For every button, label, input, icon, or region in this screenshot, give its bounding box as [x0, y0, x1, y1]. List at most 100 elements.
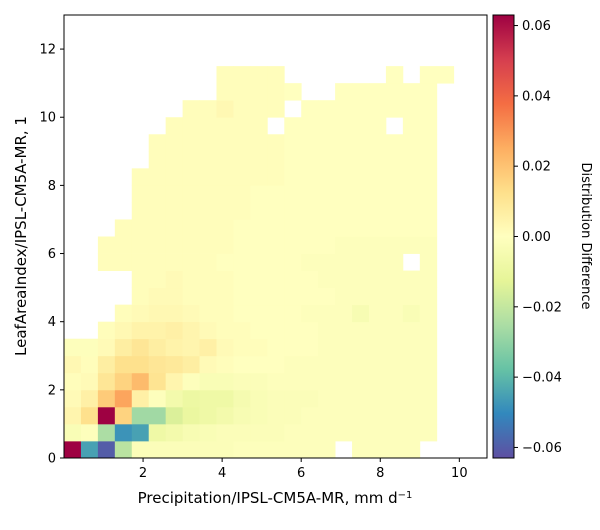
y-axis-label: LeafAreaIndex/IPSL-CM5A-MR, 1	[12, 116, 30, 356]
heatmap-cell	[385, 406, 404, 425]
heatmap-cell	[402, 406, 421, 425]
heatmap-cell	[182, 372, 200, 391]
heatmap-cell	[165, 355, 183, 374]
heatmap-cell	[368, 185, 387, 203]
heatmap-cell	[250, 83, 268, 101]
heatmap-cell	[199, 168, 217, 186]
heatmap-cell	[419, 321, 438, 340]
heatmap-cells	[64, 66, 455, 459]
heatmap-cell	[199, 355, 217, 374]
heatmap-cell	[250, 219, 268, 237]
colorbar: −0.06 −0.04 −0.02 0.00 0.02 0.04 0.06 Distribu…	[492, 14, 593, 459]
heatmap-cell	[301, 304, 319, 323]
heatmap-cell	[318, 355, 336, 374]
heatmap-cell	[165, 389, 183, 408]
heatmap-cell	[385, 355, 404, 374]
heatmap-cell	[301, 406, 319, 425]
heatmap-cell	[233, 117, 251, 135]
heatmap-cell	[114, 372, 133, 391]
heatmap-cell	[216, 287, 234, 306]
heatmap-cell	[216, 66, 234, 84]
heatmap-cell	[148, 423, 167, 442]
heatmap-cell	[318, 440, 336, 459]
heatmap-cell	[199, 423, 217, 442]
heatmap-cell	[114, 406, 133, 425]
heatmap-cell	[402, 236, 421, 254]
heatmap-cell	[402, 83, 421, 101]
heatmap-cell	[216, 185, 234, 203]
heatmap-cell	[385, 321, 404, 340]
heatmap-cell	[199, 134, 217, 152]
heatmap-cell	[368, 168, 387, 186]
heatmap-cell	[318, 168, 336, 186]
heatmap-cell	[284, 406, 302, 425]
heatmap-cell	[80, 440, 99, 459]
heatmap-cell	[199, 100, 217, 118]
heatmap-cell	[335, 321, 353, 340]
heatmap-cell	[216, 423, 234, 442]
heatmap-cell	[148, 168, 167, 186]
heatmap-cell	[148, 185, 167, 203]
heatmap-cell	[131, 236, 150, 254]
heatmap-cell	[165, 321, 183, 340]
heatmap-cell	[148, 270, 167, 289]
heatmap-cell	[165, 372, 183, 391]
heatmap-cell	[267, 168, 285, 186]
heatmap-cell	[402, 219, 421, 237]
heatmap-cell	[402, 321, 421, 340]
heatmap-cell	[267, 83, 285, 101]
heatmap-cell	[318, 372, 336, 391]
heatmap-cell	[267, 355, 285, 374]
heatmap-cell	[97, 253, 116, 271]
heatmap-cell	[216, 253, 234, 271]
heatmap-cell	[335, 389, 353, 408]
heatmap-cell	[284, 321, 302, 340]
heatmap-cell	[199, 287, 217, 306]
heatmap-cell	[199, 253, 217, 271]
heatmap-cell	[267, 389, 285, 408]
heatmap-cell	[165, 304, 183, 323]
heatmap-cell	[419, 236, 438, 254]
heatmap-cell	[250, 321, 268, 340]
heatmap-cell	[419, 253, 438, 271]
heatmap-cell	[199, 270, 217, 289]
heatmap-cell	[267, 253, 285, 271]
heatmap-cell	[233, 338, 251, 357]
heatmap-cell	[182, 338, 200, 357]
heatmap-cell	[250, 134, 268, 152]
heatmap-cell	[352, 321, 370, 340]
heatmap-cell	[385, 168, 404, 186]
heatmap-cell	[284, 372, 302, 391]
heatmap-cell	[318, 185, 336, 203]
heatmap-cell	[301, 440, 319, 459]
heatmap-cell	[318, 100, 336, 118]
heatmap-cell	[402, 372, 421, 391]
heatmap-cell	[250, 236, 268, 254]
heatmap-cell	[148, 236, 167, 254]
heatmap-cell	[199, 185, 217, 203]
colorbar-tick-label: −0.04	[522, 371, 562, 386]
heatmap-cell	[233, 134, 251, 152]
plot-area: 2 4 6 8 10 0 2 4 6 8 10 12	[39, 14, 488, 481]
heatmap-cell	[233, 151, 251, 169]
heatmap-cell	[233, 253, 251, 271]
heatmap-cell	[182, 389, 200, 408]
heatmap-cell	[267, 202, 285, 220]
heatmap-cell	[301, 168, 319, 186]
heatmap-cell	[352, 423, 370, 442]
heatmap-cell	[419, 406, 438, 425]
heatmap-cell	[402, 270, 421, 289]
heatmap-cell	[267, 151, 285, 169]
heatmap-cell	[250, 168, 268, 186]
heatmap-cell	[419, 372, 438, 391]
heatmap-cell	[352, 185, 370, 203]
heatmap-cell	[97, 236, 116, 254]
heatmap-cell	[64, 423, 82, 442]
heatmap-cell	[402, 100, 421, 118]
heatmap-cell	[402, 185, 421, 203]
heatmap-cell	[182, 423, 200, 442]
heatmap-cell	[284, 270, 302, 289]
heatmap-cell	[301, 253, 319, 271]
heatmap-cell	[199, 304, 217, 323]
heatmap-cell	[233, 66, 251, 84]
